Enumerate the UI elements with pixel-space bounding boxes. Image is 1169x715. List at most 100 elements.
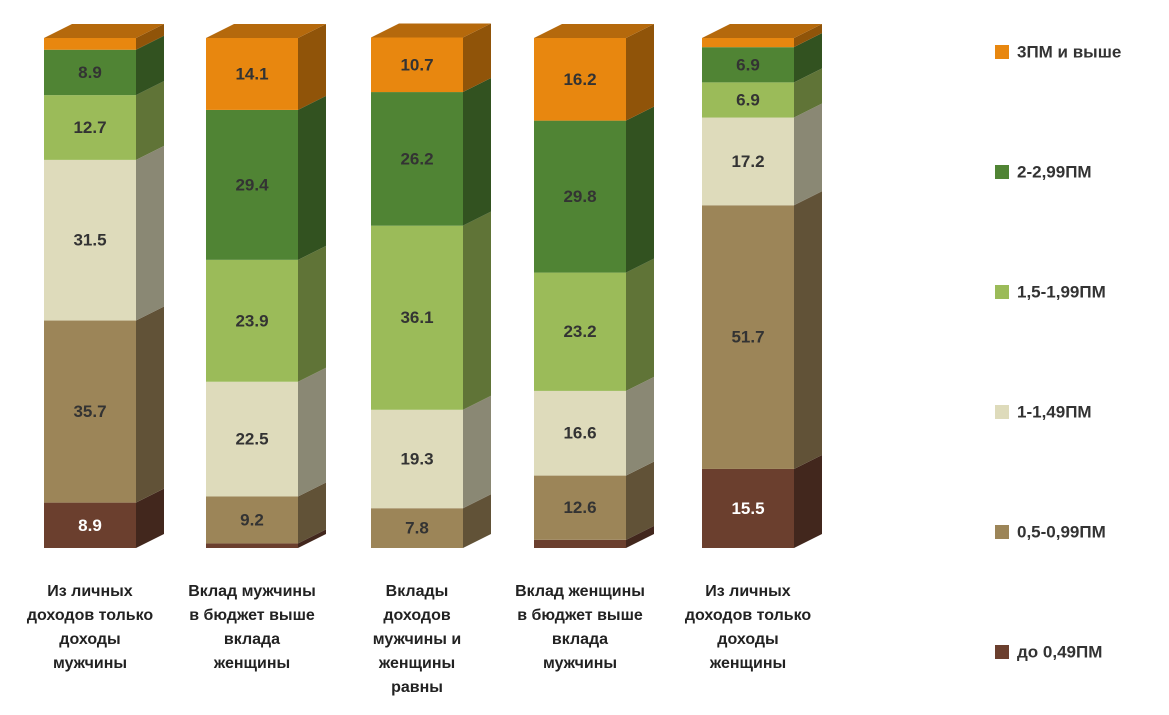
bar-side	[136, 306, 164, 503]
x-tick-label: Из личных доходов только доходы женщины	[684, 583, 812, 672]
bar-side	[463, 211, 491, 410]
bar-side	[626, 376, 654, 476]
data-label: 15.5	[731, 499, 764, 518]
bar-side	[794, 454, 822, 548]
data-label: 22.5	[235, 430, 268, 449]
bar-segment	[702, 38, 794, 48]
bar-segment	[371, 92, 463, 226]
bar-segment	[534, 539, 626, 548]
legend-label: 1-1,49ПМ	[1017, 402, 1092, 421]
bar-segment	[206, 259, 298, 382]
data-label: 16.6	[563, 424, 596, 443]
legend-swatch	[995, 645, 1009, 659]
bar-segment	[534, 390, 626, 476]
data-label: 26.2	[400, 149, 433, 168]
data-label: 23.9	[235, 311, 268, 330]
data-label: 17.2	[731, 152, 764, 171]
bar-side	[626, 106, 654, 273]
bar-side	[298, 24, 326, 110]
data-label: 35.7	[73, 402, 106, 421]
legend-swatch	[995, 45, 1009, 59]
legend-label: 1,5-1,99ПМ	[1017, 282, 1106, 301]
bar-segment	[702, 117, 794, 206]
data-label: 29.8	[563, 187, 596, 206]
x-tick-label: Вклад мужчины в бюджет выше вклада женщи…	[188, 583, 316, 672]
bar-segment	[206, 381, 298, 497]
bar-segment	[44, 95, 136, 160]
data-label: 51.7	[731, 328, 764, 347]
bar-segment	[371, 508, 463, 548]
x-tick-label: Вклады доходов мужчины и женщины равны	[372, 583, 462, 696]
bar-side	[136, 24, 164, 50]
bar-top	[371, 23, 491, 38]
data-label: 8.9	[78, 516, 102, 535]
bar-segment	[206, 38, 298, 110]
data-label: 29.4	[235, 175, 269, 194]
bar-side	[794, 103, 822, 206]
data-label: 10.7	[400, 55, 433, 74]
bar-side	[794, 24, 822, 48]
bar-side	[136, 81, 164, 160]
data-label: 7.8	[405, 519, 429, 538]
legend-swatch	[995, 525, 1009, 539]
bar-side	[626, 461, 654, 540]
legend-label: 3ПМ и выше	[1017, 42, 1121, 61]
bar-side	[136, 488, 164, 548]
bar-segment	[371, 409, 463, 509]
data-label: 12.7	[73, 118, 106, 137]
bar-side	[298, 245, 326, 382]
data-label: 12.6	[563, 498, 596, 517]
x-tick-label: Вклад женщины в бюджет выше вклада мужчи…	[515, 583, 645, 672]
bar-segment	[534, 38, 626, 121]
bar-side	[298, 367, 326, 497]
bar-side	[794, 68, 822, 118]
bar-segment	[206, 109, 298, 260]
bar-top	[206, 24, 326, 38]
bar-segment	[702, 47, 794, 83]
bar-side	[463, 494, 491, 548]
bar-segment	[44, 320, 136, 503]
bar-side	[136, 145, 164, 321]
bar-side	[463, 23, 491, 93]
data-label: 9.2	[240, 510, 264, 529]
bar-side	[626, 258, 654, 391]
bar-top	[534, 24, 654, 38]
bar-segment	[44, 502, 136, 548]
bar-side	[794, 191, 822, 469]
bar-segment	[44, 159, 136, 321]
data-label: 23.2	[563, 322, 596, 341]
bar-segment	[534, 272, 626, 391]
bar-segment	[702, 82, 794, 118]
bar-segment	[371, 37, 463, 93]
bar-side	[298, 95, 326, 260]
bar-segment	[534, 120, 626, 273]
bar-top	[702, 24, 822, 38]
bar-segment	[371, 225, 463, 410]
bar-segment	[702, 205, 794, 469]
legend-label: 2-2,99ПМ	[1017, 162, 1092, 181]
legend-label: до 0,49ПМ	[1017, 642, 1102, 661]
bar-segment	[206, 543, 298, 548]
bar-side	[136, 35, 164, 96]
legend-swatch	[995, 285, 1009, 299]
legend-swatch	[995, 165, 1009, 179]
bar-side	[626, 24, 654, 121]
x-tick-label: Из личных доходов только доходы мужчины	[26, 583, 154, 672]
bar-segment	[534, 475, 626, 540]
data-label: 19.3	[400, 449, 433, 468]
data-label: 8.9	[78, 63, 102, 82]
data-label: 36.1	[400, 308, 433, 327]
data-label: 16.2	[563, 70, 596, 89]
bar-side	[626, 525, 654, 548]
legend-label: 0,5-0,99ПМ	[1017, 522, 1106, 541]
bar-segment	[702, 468, 794, 548]
data-label: 6.9	[736, 90, 760, 109]
bar-side	[463, 78, 491, 226]
bar-side	[794, 33, 822, 83]
bar-side	[298, 529, 326, 548]
bar-side	[298, 482, 326, 544]
bar-side	[463, 395, 491, 509]
bar-top	[44, 24, 164, 38]
